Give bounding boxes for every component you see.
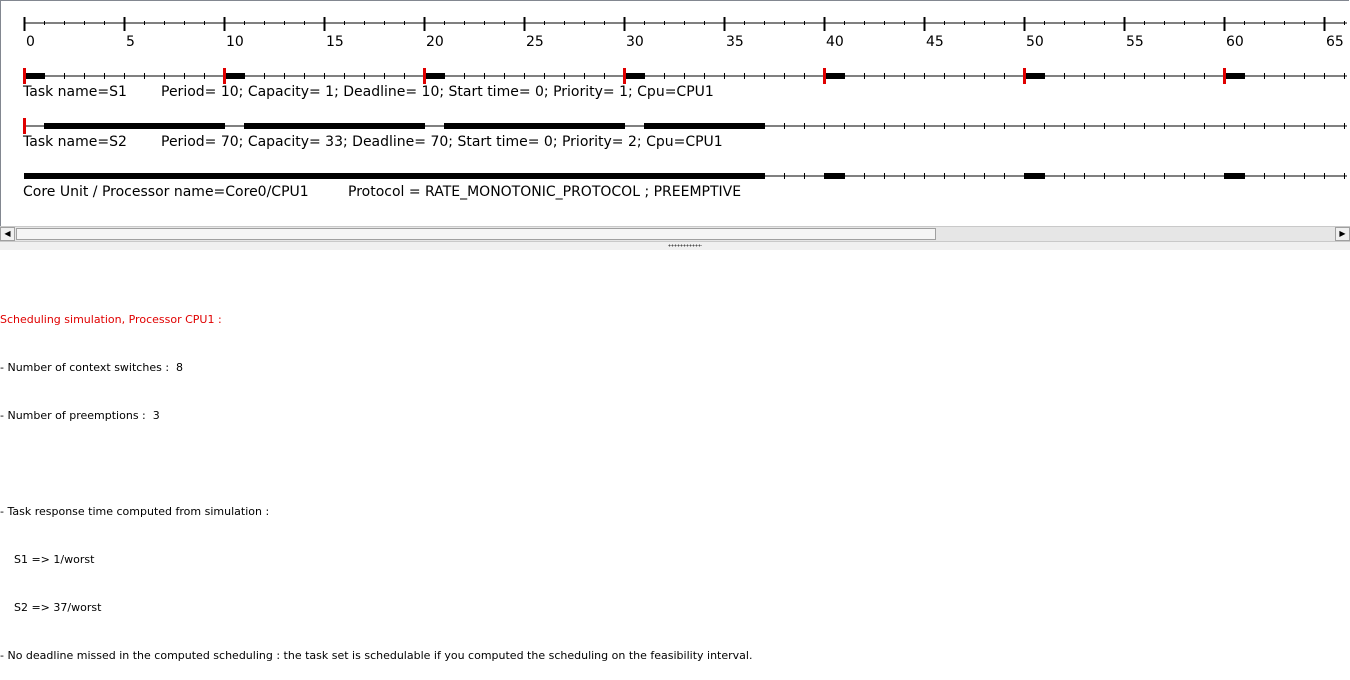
report-line: - No deadline missed in the computed sch… [0,649,753,662]
task-2-execution-bar [644,123,764,129]
processor-busy-bar [1024,173,1044,179]
axis-tick-label: 35 [726,34,744,50]
task-1-execution-bar [624,73,644,79]
processor-name-label: Core Unit / Processor name=Core0/CPU1 [23,184,309,200]
axis-tick-label: 25 [526,34,544,50]
scroll-right-button[interactable]: ▶ [1335,227,1350,241]
task-1-execution-bar [24,73,44,79]
axis-tick-label: 55 [1126,34,1144,50]
arrow-right-icon: ▶ [1339,229,1346,238]
timeline-canvas: 0 5 10 15 20 25 30 35 40 45 50 55 60 65 Task name=S1 Pe… [22,17,1347,200]
report-line: - Number of context switches : 8 [0,361,184,374]
arrow-left-icon: ◀ [4,229,11,238]
task-2-execution-bar [244,123,424,129]
task-1-execution-bar [224,73,244,79]
axis-tick-label: 65 [1326,34,1344,50]
report-title: Scheduling simulation, Processor CPU1 : [0,313,222,326]
processor-busy-bar [1224,173,1244,179]
axis-tick-label: 45 [926,34,944,50]
simulation-report: Scheduling simulation, Processor CPU1 : … [0,280,1350,680]
scheduling-timeline-panel: 0 5 10 15 20 25 30 35 40 45 50 55 60 65 Task name=S1 Pe… [0,0,1349,228]
task-1-release-marker [823,68,826,84]
axis-tick-label: 30 [626,34,644,50]
processor-busy-bar [824,173,844,179]
task-1-params-label: Period= 10; Capacity= 1; Deadline= 10; S… [161,84,714,100]
task-1-execution-bar [424,73,444,79]
scroll-left-button[interactable]: ◀ [0,227,15,241]
task-2-execution-bar [444,123,624,129]
task-1-release-marker [623,68,626,84]
pane-splitter[interactable] [0,242,1350,250]
task-1-execution-bar [824,73,844,79]
task-1-release-marker [23,68,26,84]
axis-tick-label: 20 [426,34,444,50]
report-line [0,456,1350,472]
task-2-params-label: Period= 70; Capacity= 33; Deadline= 70; … [161,134,723,150]
axis-tick-label: 60 [1226,34,1244,50]
report-line: S1 => 1/worst [0,553,95,566]
report-line: - Number of preemptions : 3 [0,409,160,422]
processor-protocol-label: Protocol = RATE_MONOTONIC_PROTOCOL ; PRE… [348,184,741,200]
task-1-release-marker [1223,68,1226,84]
report-line: S2 => 37/worst [0,601,102,614]
axis-tick-label: 10 [226,34,244,50]
axis-tick-label: 0 [26,34,35,50]
task-1-execution-bar [1024,73,1044,79]
splitter-grip-icon[interactable] [668,244,702,247]
task-1-name-label: Task name=S1 [22,84,127,100]
task-2-execution-bar [44,123,224,129]
task-1-execution-bar [1224,73,1244,79]
report-line: - Task response time computed from simul… [0,505,270,518]
task-1-release-marker [423,68,426,84]
task-1-release-marker [1023,68,1026,84]
horizontal-scrollbar[interactable]: ◀ ▶ [0,226,1350,242]
task-2-release-marker [23,118,26,134]
scrollbar-thumb[interactable] [16,228,936,240]
axis-tick-label: 50 [1026,34,1044,50]
axis-tick-label: 15 [326,34,344,50]
processor-busy-bar [24,173,764,179]
axis-tick-label: 5 [126,34,135,50]
axis-tick-label: 40 [826,34,844,50]
task-2-name-label: Task name=S2 [22,134,127,150]
task-1-release-marker [223,68,226,84]
